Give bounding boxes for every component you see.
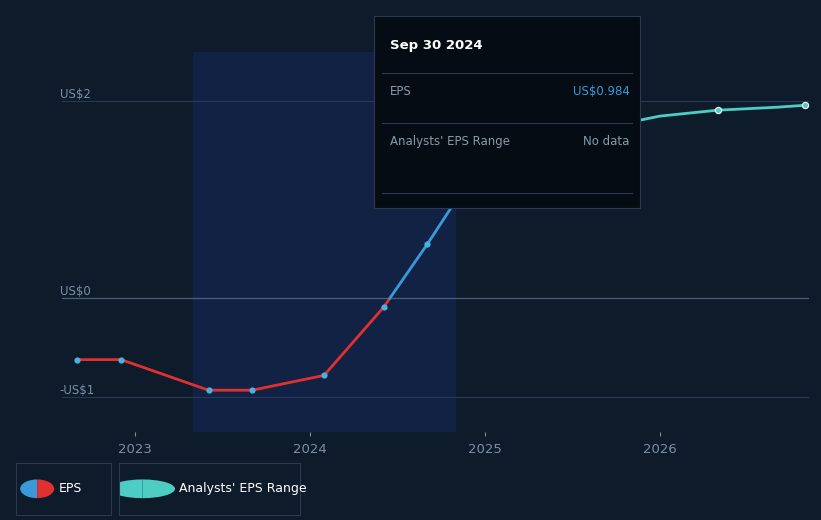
Text: Sep 30 2024: Sep 30 2024	[390, 38, 482, 51]
Text: Analysts Forecasts: Analysts Forecasts	[462, 75, 579, 88]
Text: EPS: EPS	[59, 483, 82, 495]
Wedge shape	[143, 479, 175, 498]
Wedge shape	[110, 479, 143, 498]
Text: Actual: Actual	[409, 75, 448, 88]
Text: No data: No data	[584, 135, 630, 148]
Text: US$0: US$0	[60, 285, 90, 298]
Wedge shape	[21, 479, 37, 498]
Text: EPS: EPS	[390, 85, 411, 98]
Text: Analysts' EPS Range: Analysts' EPS Range	[390, 135, 510, 148]
Bar	[193, 52, 456, 432]
Text: US$2: US$2	[60, 88, 90, 101]
Text: Analysts' EPS Range: Analysts' EPS Range	[179, 483, 306, 495]
Wedge shape	[37, 479, 54, 498]
Text: US$0.984: US$0.984	[573, 85, 630, 98]
Text: -US$1: -US$1	[60, 384, 95, 397]
